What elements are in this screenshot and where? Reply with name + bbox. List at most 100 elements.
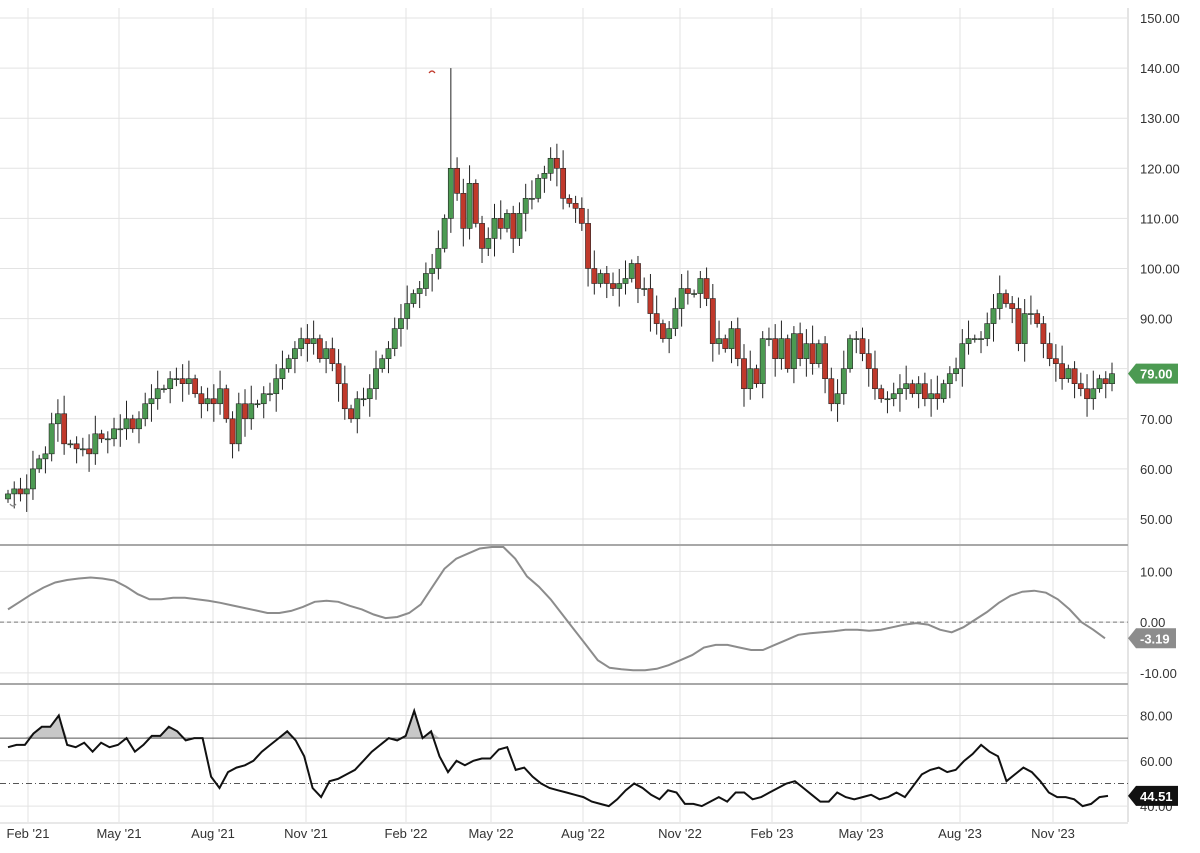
- candle-up: [391, 328, 398, 349]
- candle-up: [111, 428, 117, 440]
- candle-up: [267, 393, 273, 396]
- candle-down: [129, 418, 136, 430]
- candle-up: [853, 338, 860, 340]
- candle-down: [921, 383, 928, 400]
- candle-down: [1084, 388, 1090, 400]
- grid: [0, 8, 1129, 822]
- candle-up: [766, 338, 772, 340]
- low-marker: [9, 503, 17, 507]
- candle-up: [466, 183, 473, 229]
- candle-up: [990, 308, 997, 324]
- candle-down: [647, 288, 654, 314]
- candle-up: [547, 157, 554, 174]
- candle-down: [828, 378, 835, 405]
- candle-down: [192, 378, 199, 395]
- candle-up: [173, 378, 180, 380]
- price-tick-label: 120.00: [1140, 161, 1180, 176]
- rsi-oscillator: [0, 707, 1128, 808]
- y-axis-labels: 50.00 60.00 70.00 80.00 90.00 100.00 110.00 120…: [1140, 11, 1180, 814]
- candle-up: [323, 348, 330, 359]
- candle-up: [884, 398, 891, 401]
- x-tick-label: May '21: [96, 826, 141, 841]
- candle-down: [304, 338, 311, 344]
- momentum-last-badge-shape: [1128, 628, 1176, 649]
- candle-down: [684, 288, 691, 294]
- candle-down: [341, 383, 348, 410]
- momentum-tick-label: -10.00: [1140, 666, 1177, 681]
- candle-up: [616, 283, 623, 289]
- candle-up: [928, 393, 935, 400]
- candle-down: [479, 223, 485, 249]
- candle-up: [691, 293, 698, 295]
- candle-up: [697, 278, 704, 294]
- price-tick-label: 50.00: [1140, 512, 1173, 527]
- candle-up: [1096, 378, 1103, 390]
- candle-up: [410, 293, 417, 304]
- candle-down: [472, 183, 479, 224]
- x-tick-label: Aug '22: [561, 826, 605, 841]
- candle-up: [996, 293, 1003, 309]
- candle-up: [235, 403, 242, 445]
- candle-up: [48, 423, 55, 455]
- candle-down: [454, 167, 460, 194]
- candle-down: [1009, 303, 1016, 309]
- candle-up: [971, 338, 978, 340]
- rsi-last-badge-text: 44.51: [1140, 789, 1173, 804]
- candle-up: [678, 288, 685, 309]
- candle-up: [535, 178, 542, 199]
- candle-up: [54, 413, 61, 425]
- candle-up: [254, 403, 261, 406]
- candle-up: [167, 378, 174, 390]
- candle-down: [865, 353, 872, 369]
- rsi-tick-label: 60.00: [1140, 754, 1173, 769]
- candle-up: [728, 328, 735, 349]
- price-last-badge: 79.00: [1128, 363, 1178, 384]
- price-candlesticks: [5, 68, 1115, 512]
- candle-down: [510, 213, 517, 239]
- candle-up: [641, 288, 648, 290]
- candle-up: [42, 453, 49, 460]
- candle-down: [229, 418, 236, 445]
- high-marker: [428, 70, 436, 74]
- candle-up: [516, 213, 523, 239]
- candle-up: [11, 488, 18, 495]
- price-tick-label: 70.00: [1140, 412, 1173, 427]
- x-axis-labels: Feb '21 May '21 Aug '21 Nov '21 Feb '22 May '…: [7, 826, 1075, 841]
- candle-down: [223, 388, 230, 420]
- candle-up: [965, 338, 972, 344]
- candle-up: [379, 358, 386, 369]
- candle-up: [778, 338, 785, 359]
- panel-dividers: [0, 544, 1128, 824]
- momentum-last-badge-text: -3.19: [1140, 631, 1170, 646]
- candle-up: [953, 368, 959, 374]
- momentum-tick-label: 0.00: [1140, 615, 1165, 630]
- candle-down: [1003, 293, 1009, 304]
- candle-down: [560, 167, 567, 199]
- candle-up: [1028, 313, 1034, 315]
- candle-up: [5, 493, 11, 500]
- x-tick-label: Feb '23: [751, 826, 794, 841]
- candle-down: [17, 488, 24, 495]
- candle-down: [86, 448, 92, 455]
- candle-down: [772, 338, 779, 359]
- candle-down: [198, 393, 205, 405]
- candle-up: [529, 198, 535, 200]
- price-tick-label: 140.00: [1140, 61, 1180, 76]
- candle-down: [822, 343, 828, 379]
- candle-up: [666, 328, 673, 339]
- candle-up: [366, 388, 373, 400]
- candle-down: [572, 203, 579, 209]
- candle-up: [834, 393, 841, 405]
- candle-down: [610, 283, 616, 289]
- candle-down: [1071, 368, 1078, 385]
- candle-up: [504, 213, 510, 229]
- candle-up: [815, 343, 822, 364]
- candle-up: [672, 308, 679, 329]
- candle-up: [161, 388, 167, 391]
- candle-down: [635, 263, 641, 289]
- candle-up: [897, 388, 903, 395]
- candle-up: [360, 398, 367, 401]
- price-tick-label: 110.00: [1140, 211, 1179, 226]
- candle-up: [747, 368, 754, 390]
